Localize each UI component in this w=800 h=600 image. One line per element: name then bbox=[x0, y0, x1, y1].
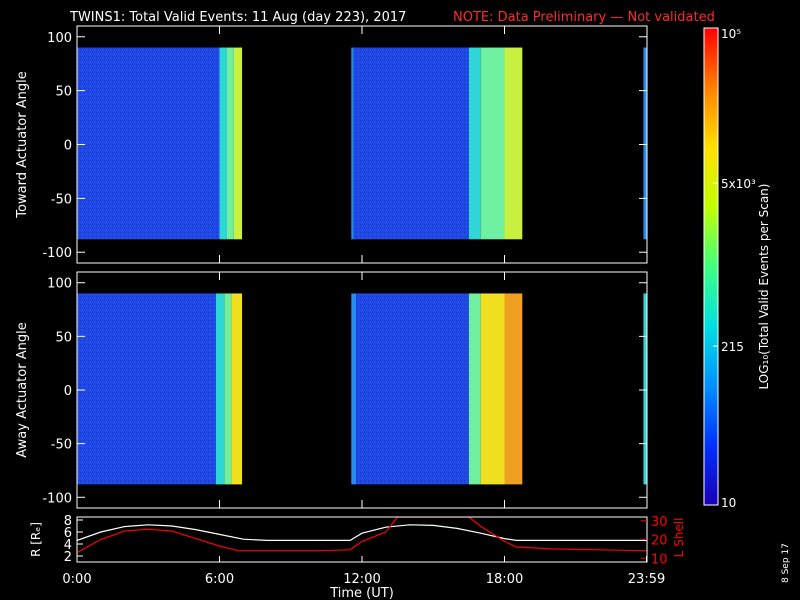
data-block bbox=[224, 293, 232, 485]
colorbar-gradient bbox=[704, 28, 718, 505]
x-tick-label: 18:00 bbox=[486, 572, 523, 587]
data-block bbox=[215, 293, 225, 485]
y-left-tick-label: 6 bbox=[64, 526, 72, 541]
data-block bbox=[226, 47, 234, 240]
y-tick-label: 100 bbox=[47, 277, 72, 292]
data-block bbox=[219, 47, 227, 240]
r-line bbox=[77, 524, 647, 542]
data-block bbox=[233, 47, 243, 240]
data-block bbox=[480, 293, 505, 485]
data-block bbox=[643, 47, 647, 240]
data-block bbox=[468, 293, 481, 485]
data-block bbox=[468, 47, 481, 240]
lshell-line bbox=[77, 517, 647, 554]
data-block-texture bbox=[77, 47, 220, 240]
colorbar-tick-label: 10⁵ bbox=[721, 27, 741, 41]
y-right-label: L Shell bbox=[672, 518, 686, 558]
colorbar-label: LOG₁₀(Total Valid Events per Scan) bbox=[757, 184, 771, 390]
top-spectrogram-panel: 100 50 0 -50 -100 Toward Actuator Angle bbox=[15, 25, 648, 264]
y-right-tick-label: 30 bbox=[651, 515, 668, 530]
side-date-label: 8 Sep 17 bbox=[781, 543, 791, 583]
y-axis-label: Toward Actuator Angle bbox=[15, 71, 30, 218]
y-left-tick-label: 2 bbox=[64, 550, 72, 565]
x-tick-label: 6:00 bbox=[205, 572, 234, 587]
orbit-frame bbox=[76, 516, 648, 563]
colorbar: 10 215 5x10³ 10⁵ LOG₁₀(Total Valid Events pe… bbox=[703, 27, 771, 510]
x-tick-label: 12:00 bbox=[343, 572, 380, 587]
data-block bbox=[643, 293, 647, 485]
chart-title: TWINS1: Total Valid Events: 11 Aug (day … bbox=[69, 10, 406, 25]
colorbar-tick-label: 215 bbox=[721, 340, 744, 354]
colorbar-frame bbox=[703, 27, 719, 506]
y-axis-label: Away Actuator Angle bbox=[15, 322, 30, 457]
data-block bbox=[351, 293, 357, 485]
data-block bbox=[231, 293, 243, 485]
data-block bbox=[351, 47, 354, 240]
y-tick-label: -50 bbox=[51, 192, 72, 207]
data-block-texture bbox=[77, 293, 216, 485]
data-block-texture bbox=[353, 47, 469, 240]
x-tick-label: 0:00 bbox=[62, 572, 91, 587]
data-block-texture bbox=[356, 293, 469, 485]
colorbar-tick-label: 5x10³ bbox=[721, 177, 756, 191]
y-tick-label: 50 bbox=[55, 330, 72, 345]
y-right-tick-label: 10 bbox=[651, 552, 668, 567]
data-block bbox=[504, 47, 523, 240]
y-tick-label: 0 bbox=[64, 139, 72, 154]
data-block bbox=[480, 47, 505, 240]
y-right-tick-label: 20 bbox=[651, 534, 668, 549]
bottom-spectrogram-panel: 100 50 0 -50 -100 Away Actuator Angle bbox=[15, 271, 648, 509]
x-tick-label: 23:59 bbox=[628, 572, 665, 587]
y-tick-label: 0 bbox=[64, 384, 72, 399]
y-left-label: R [Rₑ] bbox=[29, 522, 43, 557]
y-left-tick-label: 4 bbox=[64, 538, 72, 553]
y-left-tick-label: 8 bbox=[64, 514, 72, 529]
y-tick-label: -50 bbox=[51, 438, 72, 453]
data-block bbox=[504, 293, 523, 485]
data-note: NOTE: Data Preliminary — Not validated bbox=[453, 10, 715, 25]
y-tick-label: -100 bbox=[42, 491, 72, 506]
y-tick-label: 100 bbox=[47, 31, 72, 46]
y-tick-label: 50 bbox=[55, 85, 72, 100]
x-axis-label: Time (UT) bbox=[329, 586, 394, 600]
colorbar-tick-label: 10 bbox=[721, 496, 736, 510]
y-tick-label: -100 bbox=[42, 246, 72, 261]
